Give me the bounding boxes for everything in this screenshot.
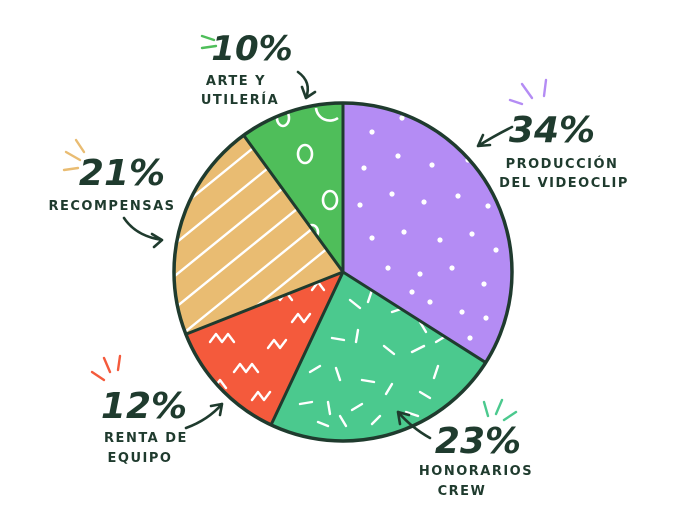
- label-produccion-line2: DEL VIDEOCLIP: [499, 176, 629, 191]
- arrow-recompensas: [122, 216, 164, 249]
- label-arte: 10% ARTE Y UTILERÍA: [201, 29, 293, 108]
- label-honorarios-line2: CREW: [438, 484, 487, 499]
- label-honorarios: 23% HONORARIOS CREW: [419, 421, 533, 499]
- burst-honorarios: [482, 398, 518, 422]
- label-recompensas: 21% RECOMPENSAS: [49, 153, 176, 214]
- burst-produccion: [508, 78, 548, 106]
- divider-renta: [269, 270, 345, 427]
- label-produccion-line1: PRODUCCIÓN: [506, 156, 619, 172]
- burst-arte: [200, 34, 218, 50]
- label-renta-line1: RENTA DE: [104, 431, 188, 446]
- pie-border: [172, 101, 514, 443]
- divider-recompensas: [184, 270, 345, 336]
- burst-recompensas: [62, 138, 86, 172]
- label-renta-line2: EQUIPO: [108, 451, 173, 466]
- percent-honorarios: 23%: [435, 421, 521, 462]
- arrow-honorarios: [396, 410, 432, 440]
- label-recompensas-line1: RECOMPENSAS: [49, 199, 176, 214]
- arrows: [122, 70, 514, 440]
- arrow-arte: [296, 70, 317, 100]
- label-honorarios-line1: HONORARIOS: [419, 464, 533, 479]
- percent-produccion: 34%: [509, 110, 595, 151]
- label-arte-line2: UTILERÍA: [201, 92, 279, 108]
- label-arte-line1: ARTE Y: [206, 74, 266, 89]
- slice-recompensas: [174, 135, 343, 335]
- arrow-produccion: [476, 125, 514, 148]
- percent-renta: 12%: [101, 386, 187, 427]
- burst-renta: [90, 354, 122, 382]
- label-renta: 12% RENTA DE EQUIPO: [101, 386, 188, 466]
- arrow-renta: [184, 402, 224, 430]
- pattern-squiggles: [298, 288, 448, 428]
- pie-outline: [172, 101, 514, 443]
- sparkle-bursts: [62, 34, 548, 422]
- label-produccion: 34% PRODUCCIÓN DEL VIDEOCLIP: [499, 110, 629, 191]
- divider-honorarios: [341, 270, 488, 365]
- percent-arte: 10%: [211, 29, 292, 69]
- percent-recompensas: 21%: [79, 153, 165, 194]
- divider-arte: [242, 133, 345, 274]
